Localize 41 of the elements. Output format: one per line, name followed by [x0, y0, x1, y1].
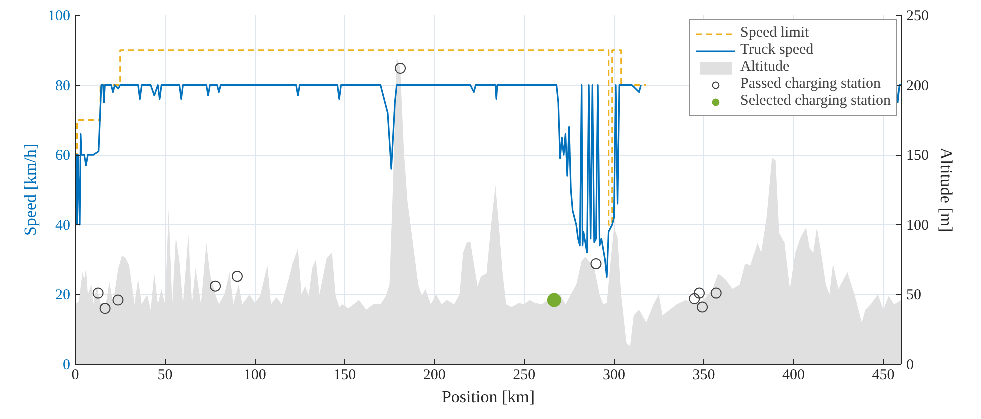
legend-label: Truck speed [740, 42, 814, 59]
point [590, 258, 602, 270]
x-tick-label: 300 [602, 368, 626, 384]
point [232, 271, 243, 282]
point [92, 288, 104, 299]
y-tick-label: 40 [56, 218, 70, 234]
y-tick-label: 80 [56, 78, 70, 94]
y2-tick-label: 150 [906, 148, 929, 164]
x-tick-label: 350 [692, 368, 716, 384]
y-tick-label: 60 [56, 148, 70, 164]
point [547, 293, 562, 308]
y-tick-label: 20 [56, 288, 70, 304]
point [210, 280, 222, 292]
legend-label: Altitude [740, 59, 790, 76]
x-tick-label: 150 [334, 368, 356, 384]
x-axis-title: Position [km] [442, 388, 536, 406]
point [395, 63, 406, 74]
legend-label: Speed limit [740, 25, 810, 42]
point [697, 302, 708, 313]
y-tick-label: 100 [48, 8, 70, 24]
point [710, 288, 722, 299]
x-tick-label: 250 [513, 368, 536, 384]
point [112, 294, 124, 306]
y2-tick-label: 0 [906, 358, 914, 374]
x-tick-label: 450 [872, 368, 895, 384]
point [689, 293, 700, 304]
y2-tick-label: 250 [906, 8, 929, 24]
y-axis-title: Speed [km/h] [21, 144, 40, 236]
x-tick-label: 100 [244, 368, 266, 384]
y2-axis-title: Altitude [m] [937, 148, 956, 232]
y2-tick-label: 50 [906, 288, 922, 304]
y2-tick-label: 100 [906, 218, 929, 234]
x-tick-label: 400 [782, 368, 806, 384]
legend-label: Passed charging station [740, 76, 882, 93]
y-tick-label: 0 [63, 358, 70, 374]
point [100, 303, 111, 314]
y2-tick-label: 200 [906, 78, 929, 94]
x-tick-label: 200 [423, 368, 446, 384]
legend-label: Selected charging station [740, 93, 891, 110]
point [694, 288, 705, 299]
x-tick-label: 50 [158, 368, 173, 384]
